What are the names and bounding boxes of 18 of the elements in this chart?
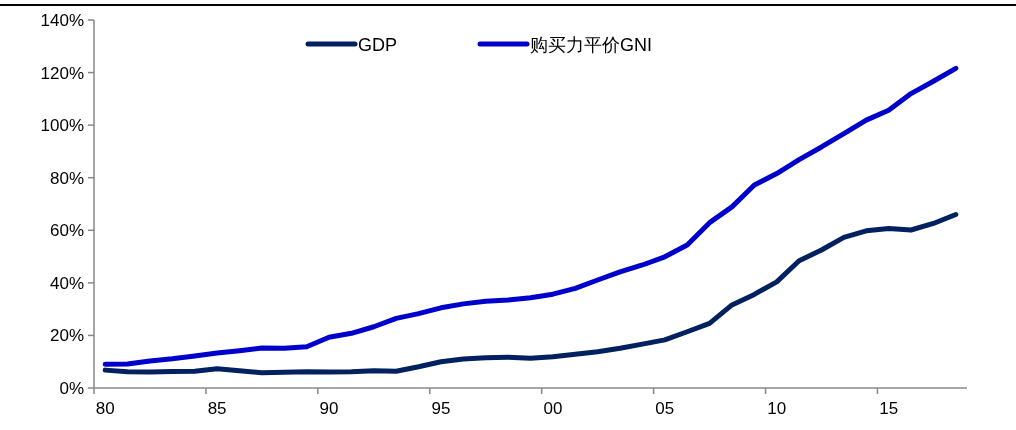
y-tick-label: 140% xyxy=(40,11,84,30)
x-tick-label: 05 xyxy=(655,399,675,418)
x-tick-label: 90 xyxy=(319,399,339,418)
legend-label: GDP xyxy=(358,35,398,55)
y-tick-label: 120% xyxy=(40,63,84,83)
x-tick-label: 80 xyxy=(95,399,115,418)
y-tick-label: 100% xyxy=(40,116,84,136)
x-tick-label: 10 xyxy=(767,399,787,418)
legend-label: 购买力平价GNI xyxy=(530,35,653,55)
x-tick-label: 85 xyxy=(207,399,227,418)
y-tick-label: 0% xyxy=(59,379,84,398)
y-tick-label: 20% xyxy=(49,326,84,346)
x-tick-label: 95 xyxy=(431,399,451,418)
x-tick-label: 00 xyxy=(543,399,563,418)
x-tick-label: 15 xyxy=(879,399,899,418)
y-tick-label: 80% xyxy=(49,168,84,188)
y-tick-label: 40% xyxy=(49,273,84,293)
y-tick-label: 60% xyxy=(49,221,84,241)
